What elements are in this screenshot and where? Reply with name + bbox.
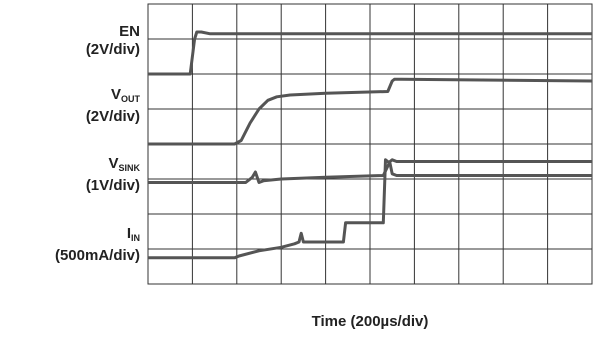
trace-en xyxy=(148,30,592,76)
label-en-scale: (2V/div) xyxy=(85,41,140,58)
label-vsink-main: V xyxy=(108,155,119,172)
label-vout: VOUT (2V/div) xyxy=(86,86,140,126)
trace-vout xyxy=(148,77,593,146)
trace-iin xyxy=(148,158,592,260)
label-vsink: VSINK (1V/div) xyxy=(86,155,140,195)
label-iin-scale: (500mA/div) xyxy=(54,247,140,264)
label-vout-main: V xyxy=(110,86,121,103)
label-vout-scale: (2V/div) xyxy=(85,108,140,125)
label-iin: IIN (500mA/div) xyxy=(55,225,140,265)
trace-group xyxy=(148,30,593,260)
label-en-main: EN xyxy=(119,23,140,40)
label-en: EN (2V/div) xyxy=(86,23,140,59)
trace-vsink xyxy=(148,158,592,184)
label-vout-sub: OUT xyxy=(121,94,140,104)
x-axis-label: Time (200µs/div) xyxy=(311,313,429,330)
label-iin-sub: IN xyxy=(131,233,140,243)
label-vsink-scale: (1V/div) xyxy=(85,177,140,194)
label-vsink-sub: SINK xyxy=(118,163,140,173)
label-iin-main: I xyxy=(126,225,131,242)
